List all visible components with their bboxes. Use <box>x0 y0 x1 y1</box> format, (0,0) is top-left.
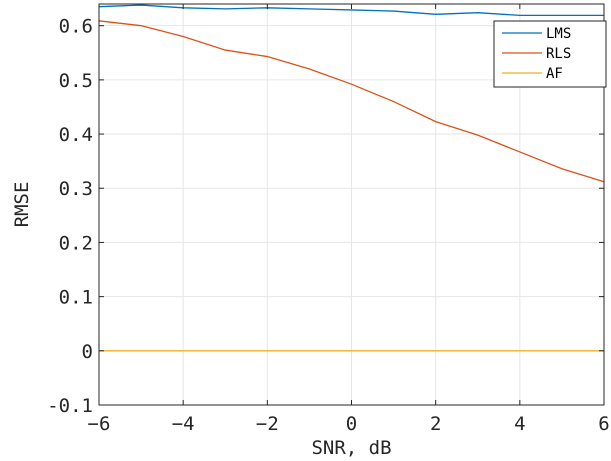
tick-marks <box>98 4 605 406</box>
y-tick-label: 0 <box>82 341 93 363</box>
y-tick-label: 0.5 <box>59 70 93 92</box>
y-tick-label: -0.1 <box>47 395 93 417</box>
y-tick-label: 0.4 <box>59 124 93 146</box>
series-line-rls <box>98 20 605 183</box>
x-tick-label: −2 <box>256 413 279 435</box>
y-axis-label: RMSE <box>11 182 33 228</box>
legend-box <box>493 20 607 88</box>
legend-entry: LMS <box>546 26 571 42</box>
y-tick-label: 0.6 <box>59 16 93 38</box>
x-tick-label: 6 <box>598 413 609 435</box>
x-tick-label: 0 <box>346 413 357 435</box>
x-tick-label: 2 <box>430 413 441 435</box>
y-tick-label: 0.2 <box>59 232 93 254</box>
x-axis-label: SNR, dB <box>311 437 391 459</box>
tick-labels: −6 −4 −2 0 2 4 6 -0.1 0 0.1 0.2 0.3 0.4 0.5 0.6 <box>47 16 609 435</box>
y-tick-label: 0.3 <box>59 178 93 200</box>
legend-entry: AF <box>546 66 563 82</box>
y-tick-label: 0.1 <box>59 287 93 309</box>
x-tick-label: 4 <box>514 413 525 435</box>
x-tick-label: −6 <box>88 413 111 435</box>
legend-entry: RLS <box>546 46 571 62</box>
x-tick-label: −4 <box>172 413 195 435</box>
legend: LMS RLS AF <box>493 20 607 88</box>
